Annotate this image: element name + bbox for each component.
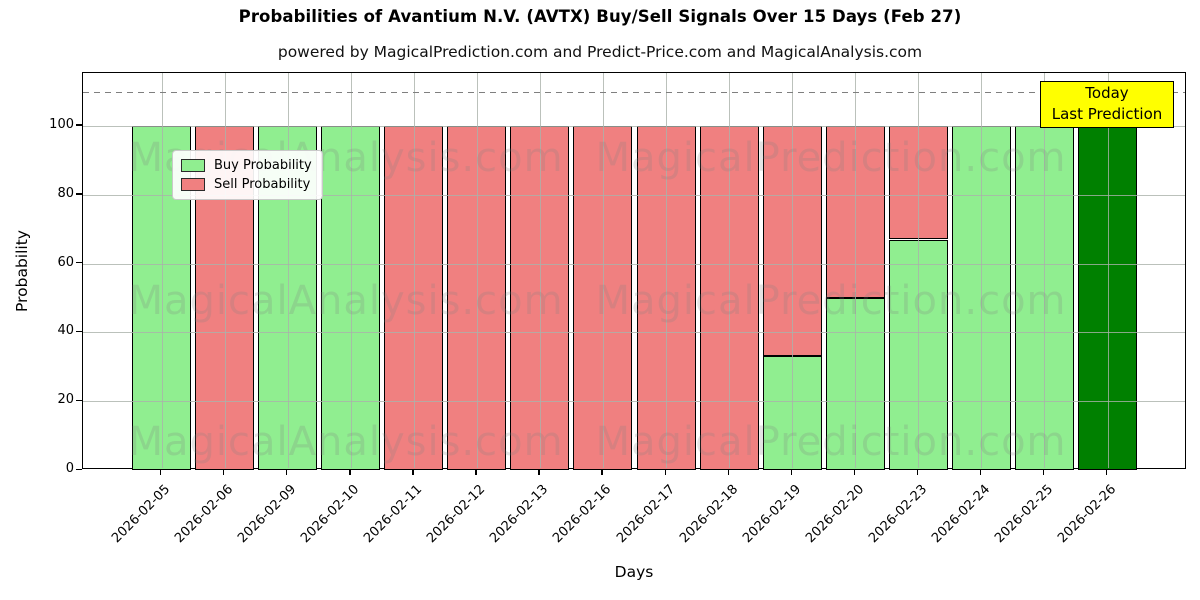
x-axis-label: Days xyxy=(614,563,654,581)
y-tick-label: 60 xyxy=(57,254,74,270)
buy-color-swatch xyxy=(181,159,205,172)
x-tick-mark xyxy=(853,469,856,475)
grid-line-v xyxy=(224,73,226,468)
grid-line-h xyxy=(83,401,1185,403)
x-tick-mark xyxy=(1042,469,1045,475)
dashed-threshold-line xyxy=(83,91,1185,94)
grid-line-v xyxy=(161,73,163,468)
grid-line-v xyxy=(792,73,794,468)
watermark-text: MagicalAnalysis.com xyxy=(128,419,564,465)
y-tick-mark xyxy=(76,468,82,470)
grid-line-v xyxy=(350,73,352,468)
y-axis-label: Probability xyxy=(13,230,31,312)
x-tick-label: 2026-02-16 xyxy=(550,482,615,547)
x-tick-mark xyxy=(601,469,603,475)
plot-area: Buy Probability Sell Probability Magical… xyxy=(82,72,1186,470)
x-tick-label: 2026-02-06 xyxy=(172,482,237,547)
watermark-text: MagicalAnalysis.com xyxy=(128,278,564,324)
x-tick-mark xyxy=(979,469,982,475)
legend-item-buy: Buy Probability xyxy=(181,156,312,175)
legend-label-buy: Buy Probability xyxy=(214,158,312,173)
grid-line-h xyxy=(83,332,1185,334)
x-tick-label: 2026-02-23 xyxy=(865,482,930,547)
x-tick-label: 2026-02-12 xyxy=(424,482,489,547)
x-tick-mark xyxy=(664,469,666,475)
chart-subtitle: powered by MagicalPrediction.com and Pre… xyxy=(277,43,923,61)
y-tick-mark xyxy=(76,262,82,264)
grid-line-v xyxy=(666,73,668,468)
today-annotation: Today Last Prediction xyxy=(1040,81,1174,128)
x-tick-mark xyxy=(790,469,792,475)
today-annotation-line1: Today xyxy=(1085,84,1129,102)
grid-line-v xyxy=(287,73,289,468)
x-tick-mark xyxy=(412,469,414,475)
y-tick-label: 0 xyxy=(65,461,74,476)
y-tick-label: 80 xyxy=(57,185,74,201)
x-tick-label: 2026-02-25 xyxy=(992,482,1057,547)
x-tick-mark xyxy=(223,469,225,475)
legend-label-sell: Sell Probability xyxy=(214,177,311,192)
grid-line-v xyxy=(981,73,983,468)
x-tick-label: 2026-02-13 xyxy=(487,482,552,547)
grid-line-v xyxy=(539,73,541,468)
today-annotation-line2: Last Prediction xyxy=(1051,105,1163,123)
grid-line-h xyxy=(83,194,1185,196)
watermark-text: MagicalPrediction.com xyxy=(595,278,1067,324)
x-tick-label: 2026-02-19 xyxy=(739,482,804,547)
x-tick-label: 2026-02-26 xyxy=(1055,482,1120,547)
grid-line-h xyxy=(83,125,1185,127)
y-tick-label: 100 xyxy=(49,116,74,132)
x-tick-mark xyxy=(475,469,477,475)
grid-line-v xyxy=(413,73,415,468)
x-tick-mark xyxy=(286,469,288,475)
y-tick-label: 20 xyxy=(57,392,74,408)
x-tick-mark xyxy=(160,469,162,475)
grid-line-v xyxy=(729,73,731,468)
grid-line-v xyxy=(1107,73,1109,468)
grid-line-v xyxy=(1044,73,1046,468)
grid-line-v xyxy=(918,73,920,468)
x-tick-mark xyxy=(1106,469,1108,475)
legend: Buy Probability Sell Probability xyxy=(172,150,323,200)
x-tick-mark xyxy=(538,469,540,475)
x-tick-label: 2026-02-17 xyxy=(613,482,678,547)
y-tick-mark xyxy=(76,124,82,126)
grid-line-v xyxy=(476,73,478,468)
x-tick-label: 2026-02-05 xyxy=(109,482,174,547)
x-tick-label: 2026-02-24 xyxy=(928,482,994,547)
x-tick-label: 2026-02-20 xyxy=(802,482,867,547)
y-tick-mark xyxy=(76,330,82,333)
y-tick-mark xyxy=(76,193,82,195)
watermark-text: MagicalPrediction.com xyxy=(595,135,1067,181)
x-tick-mark xyxy=(916,469,919,475)
x-tick-label: 2026-02-11 xyxy=(361,482,426,547)
legend-item-sell: Sell Probability xyxy=(181,175,312,194)
grid-line-v xyxy=(855,73,857,468)
chart-title: Probabilities of Avantium N.V. (AVTX) Bu… xyxy=(238,7,962,26)
x-tick-label: 2026-02-18 xyxy=(676,482,741,547)
sell-color-swatch xyxy=(181,178,205,191)
x-tick-mark xyxy=(349,469,351,475)
grid-line-h xyxy=(83,263,1185,265)
y-tick-label: 40 xyxy=(57,323,74,339)
y-tick-mark xyxy=(76,399,82,401)
x-tick-mark xyxy=(727,469,729,475)
x-tick-label: 2026-02-09 xyxy=(235,482,300,547)
watermark-text: MagicalPrediction.com xyxy=(595,419,1067,465)
grid-line-v xyxy=(602,73,604,468)
x-tick-label: 2026-02-10 xyxy=(298,482,363,547)
